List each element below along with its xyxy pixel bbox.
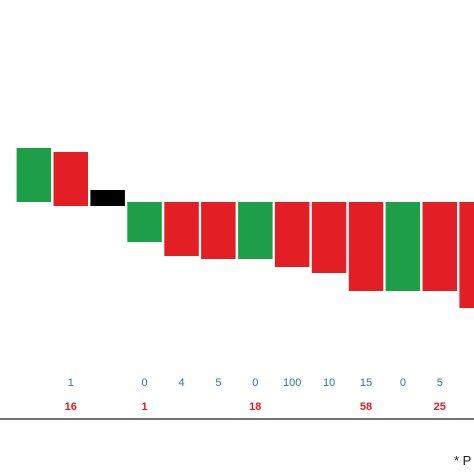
row-two-label-3: 58: [360, 401, 372, 413]
footnote: * P: [454, 453, 471, 468]
waterfall-bar-10: [385, 202, 421, 291]
waterfall-bar-2: [90, 190, 125, 206]
row-one-label-9: 15: [360, 377, 372, 389]
waterfall-bar-5: [201, 202, 236, 259]
waterfall-bar-8: [311, 202, 347, 273]
row-one-labels: 0 1045010010150510: [0, 377, 474, 389]
row-two-label-2: 18: [249, 401, 261, 413]
row-two-labels: 16 1 18 58 25: [65, 401, 446, 413]
row-two-label-0: 16: [65, 401, 77, 413]
row-one-label-8: 10: [323, 377, 335, 389]
row-one-label-6: 0: [252, 377, 258, 389]
waterfall-bar-9: [348, 202, 384, 291]
waterfall-bar-4: [164, 202, 199, 256]
row-one-label-3: 0: [142, 377, 148, 389]
row-one-label-1: 1: [68, 377, 74, 389]
waterfall-bar-1: [53, 152, 88, 206]
waterfall-bar-6: [238, 202, 273, 259]
row-one-label-4: 4: [178, 377, 184, 389]
row-one-label-5: 5: [215, 377, 221, 389]
waterfall-bar-3: [127, 202, 162, 242]
row-one-label-7: 100: [283, 377, 301, 389]
row-one-label-10: 0: [400, 377, 406, 389]
waterfall-bar-7: [274, 202, 310, 267]
row-two-label-1: 1: [142, 401, 148, 413]
waterfall-bar-11: [422, 202, 457, 291]
row-two-label-4: 25: [434, 401, 446, 413]
waterfall-bar-12: [459, 202, 474, 308]
waterfall-bar-0: [16, 148, 52, 202]
row-one-label-11: 5: [437, 377, 443, 389]
bars-group: [16, 148, 474, 308]
